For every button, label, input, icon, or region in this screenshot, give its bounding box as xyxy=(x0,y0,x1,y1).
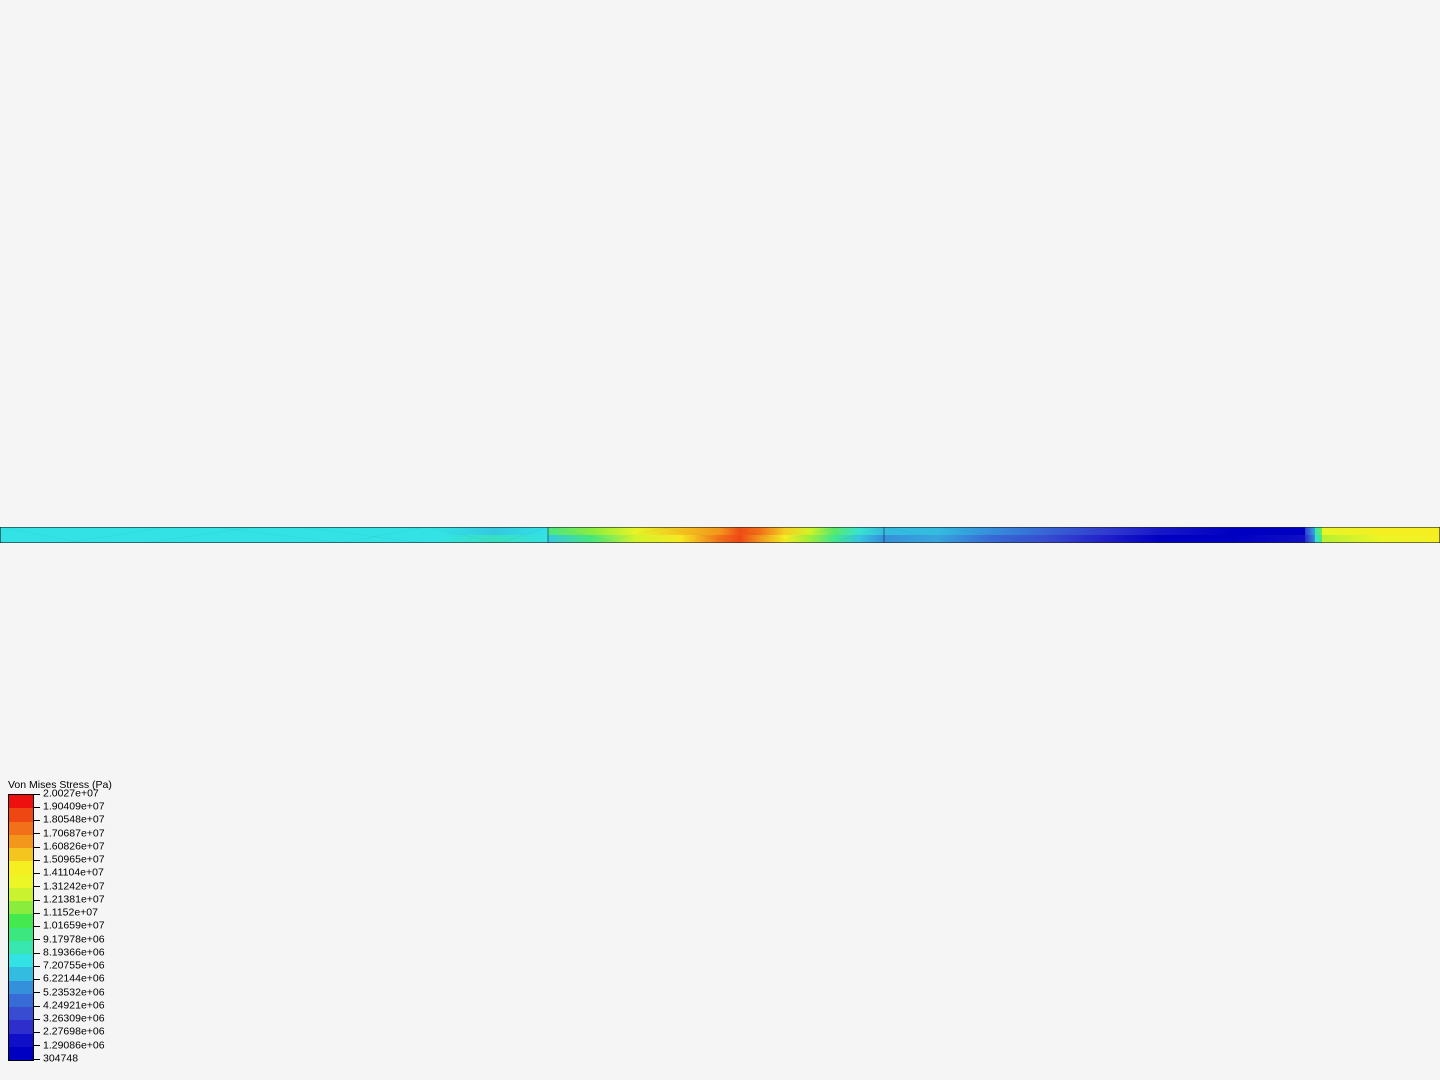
scale-swatch xyxy=(9,967,33,980)
color-scale: 2.0027e+071.90409e+071.80548e+071.70687e… xyxy=(8,794,34,1061)
tick-label: 7.20755e+06 xyxy=(43,961,105,972)
tick-mark xyxy=(34,1006,40,1007)
tick-label: 4.24921e+06 xyxy=(43,1000,105,1011)
tick-mark xyxy=(34,873,40,874)
scale-swatch xyxy=(9,848,33,861)
scale-swatch xyxy=(9,822,33,835)
tick-mark xyxy=(34,1019,40,1020)
tick-label: 1.21381e+07 xyxy=(43,894,105,905)
scale-swatch xyxy=(9,835,33,848)
tick-label: 3.26309e+06 xyxy=(43,1014,105,1025)
fea-canvas: Von Mises Stress (Pa) 2.0027e+071.90409e… xyxy=(0,0,1440,1080)
scale-swatch xyxy=(9,914,33,927)
tick-label: 1.70687e+07 xyxy=(43,828,105,839)
scale-swatch xyxy=(9,795,33,808)
beam-svg xyxy=(0,527,1440,543)
scale-swatch xyxy=(9,928,33,941)
tick-label: 304748 xyxy=(43,1053,78,1064)
tick-label: 1.50965e+07 xyxy=(43,855,105,866)
tick-label: 1.1152e+07 xyxy=(43,908,98,919)
tick-label: 1.60826e+07 xyxy=(43,841,105,852)
tick-mark xyxy=(34,926,40,927)
stress-beam xyxy=(0,527,1440,543)
tick-label: 8.19366e+06 xyxy=(43,947,105,958)
tick-label: 5.23532e+06 xyxy=(43,987,105,998)
tick-label: 9.17978e+06 xyxy=(43,934,105,945)
scale-swatch xyxy=(9,1007,33,1020)
tick-label: 1.29086e+06 xyxy=(43,1040,105,1051)
scale-swatch xyxy=(9,861,33,874)
tick-mark xyxy=(34,913,40,914)
scale-swatch xyxy=(9,994,33,1007)
tick-mark xyxy=(34,953,40,954)
scale-swatch xyxy=(9,875,33,888)
tick-label: 1.01659e+07 xyxy=(43,921,105,932)
tick-label: 1.90409e+07 xyxy=(43,802,105,813)
tick-mark xyxy=(34,833,40,834)
tick-mark xyxy=(34,966,40,967)
scale-swatch xyxy=(9,808,33,821)
tick-mark xyxy=(34,992,40,993)
scale-swatch xyxy=(9,954,33,967)
tick-label: 1.80548e+07 xyxy=(43,815,105,826)
tick-mark xyxy=(34,794,40,795)
tick-label: 2.27698e+06 xyxy=(43,1027,105,1038)
tick-mark xyxy=(34,807,40,808)
scale-swatch xyxy=(9,1047,33,1060)
tick-mark xyxy=(34,1059,40,1060)
tick-mark xyxy=(34,886,40,887)
tick-mark xyxy=(34,939,40,940)
tick-label: 1.31242e+07 xyxy=(43,881,105,892)
scale-swatch xyxy=(9,901,33,914)
scale-swatch xyxy=(9,941,33,954)
tick-mark xyxy=(34,979,40,980)
scale-swatch xyxy=(9,888,33,901)
scale-swatch xyxy=(9,1020,33,1033)
tick-mark xyxy=(34,1032,40,1033)
tick-mark xyxy=(34,1045,40,1046)
tick-label: 2.0027e+07 xyxy=(43,788,99,799)
scale-swatch xyxy=(9,981,33,994)
scale-bar xyxy=(8,794,34,1061)
tick-mark xyxy=(34,900,40,901)
tick-mark xyxy=(34,847,40,848)
scale-swatch xyxy=(9,1034,33,1047)
tick-label: 6.22144e+06 xyxy=(43,974,105,985)
tick-mark xyxy=(34,860,40,861)
tick-label: 1.41104e+07 xyxy=(43,868,104,879)
tick-mark xyxy=(34,820,40,821)
